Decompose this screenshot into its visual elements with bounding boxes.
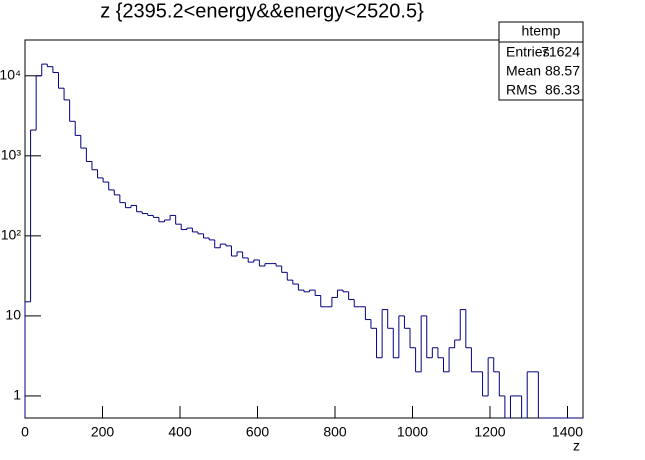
y-tick-label: 10² [1, 227, 22, 243]
x-tick-label: 0 [21, 424, 29, 440]
stats-frame [498, 21, 584, 101]
x-tick-label: 200 [91, 424, 115, 440]
stats-title: htemp [522, 23, 561, 39]
x-tick-label: 400 [168, 424, 192, 440]
plot-frame [24, 39, 584, 419]
stats-label: RMS [506, 82, 537, 98]
x-axis-label: z [573, 438, 580, 454]
stats-value: 88.57 [545, 63, 580, 79]
stats-label: Entries [506, 44, 550, 60]
x-tick-label: 600 [246, 424, 270, 440]
x-tick-label: 800 [323, 424, 347, 440]
y-tick-label: 1 [13, 387, 21, 403]
x-tick-label: 1400 [552, 424, 583, 440]
y-tick-label: 10 [5, 307, 21, 323]
x-tick-label: 1000 [397, 424, 428, 440]
stats-value: 71624 [541, 44, 580, 60]
stats-box: htemp [498, 21, 584, 101]
x-tick-label: 1200 [474, 424, 505, 440]
y-tick-label: 10⁴ [0, 66, 21, 82]
chart-title: z {2395.2<energy&&energy<2520.5} [100, 0, 424, 22]
stats-label: Mean [506, 63, 541, 79]
stats-value: 86.33 [545, 82, 580, 98]
y-tick-label: 10³ [1, 147, 22, 163]
